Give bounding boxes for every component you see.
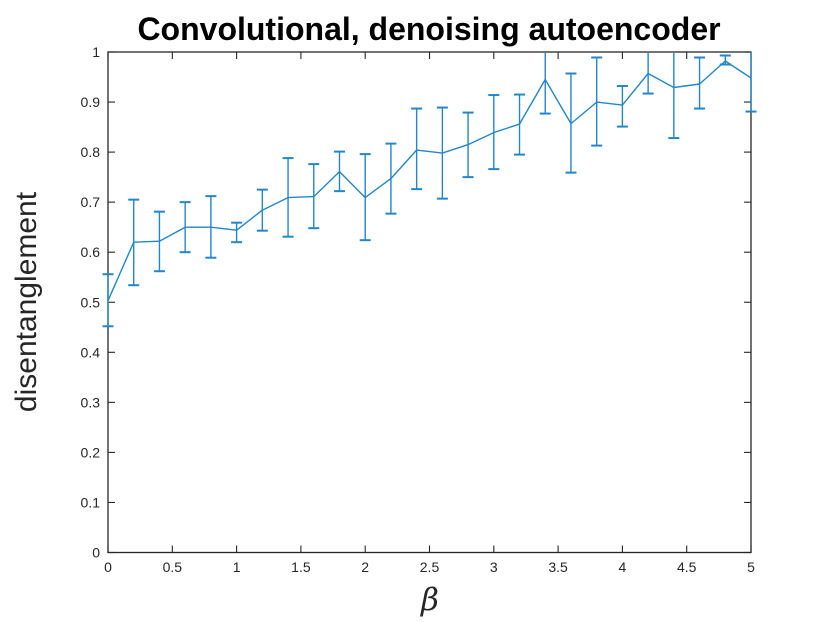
- x-tick-label: 3: [490, 559, 498, 575]
- mean-line: [107, 60, 752, 301]
- y-tick-label: 0.4: [81, 344, 101, 360]
- y-tick-label: 0.6: [81, 244, 101, 260]
- y-tick-label: 0.9: [81, 94, 101, 110]
- x-tick-label: 1.5: [291, 559, 311, 575]
- x-axis-label: β: [420, 582, 439, 618]
- chart-title: Convolutional, denoising autoencoder: [137, 11, 720, 47]
- x-tick-label: 2: [361, 559, 369, 575]
- y-tick-label: 0.5: [81, 294, 101, 310]
- y-tick-label: 0.2: [81, 444, 101, 460]
- x-tick-label: 4: [619, 559, 627, 575]
- x-tick-label: 2.5: [420, 559, 440, 575]
- y-tick-label: 0.8: [81, 144, 101, 160]
- y-tick-label: 0.1: [81, 494, 101, 510]
- x-tick-label: 4.5: [677, 559, 697, 575]
- y-tick-labels: 0 0.1 0.2 0.3 0.4 0.5 0.6 0.7 0.8 0.9 1: [81, 44, 101, 561]
- x-tick-labels: 0 0.5 1 1.5 2 2.5 3 3.5 4 4.5 5: [104, 559, 755, 575]
- x-tick-label: 3.5: [548, 559, 568, 575]
- y-tick-label: 0: [92, 545, 100, 561]
- y-tick-label: 0.3: [81, 394, 101, 410]
- x-tick-label: 1: [233, 559, 241, 575]
- axis-ticks: [107, 51, 752, 554]
- error-bars: [102, 52, 757, 328]
- y-tick-label: 0.7: [81, 194, 101, 210]
- x-tick-label: 0: [104, 559, 112, 575]
- plot-box: [107, 51, 752, 554]
- y-axis-label: disentanglement: [10, 191, 43, 412]
- x-tick-label: 5: [747, 559, 755, 575]
- x-tick-label: 0.5: [163, 559, 183, 575]
- plot-frame: [107, 51, 752, 554]
- data-line: [107, 60, 752, 301]
- y-tick-label: 1: [92, 44, 100, 60]
